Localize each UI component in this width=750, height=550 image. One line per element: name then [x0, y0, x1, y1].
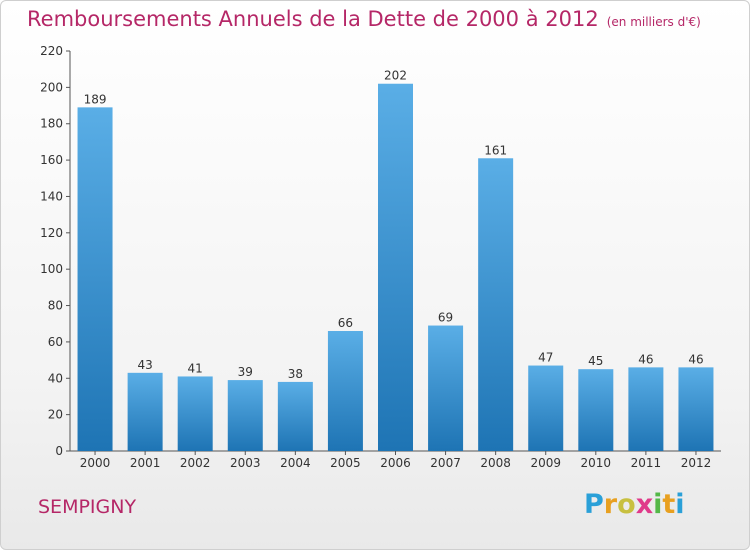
bar-2008 [478, 158, 514, 452]
x-tick-label: 2000 [80, 456, 111, 470]
y-tick-label: 120 [40, 226, 63, 240]
chart-title-main: Remboursements Annuels de la Dette de 20… [27, 7, 599, 31]
proxiti-logo[interactable]: Proxiti [584, 489, 685, 520]
value-label: 189 [84, 92, 107, 106]
bar-2001 [127, 372, 163, 451]
x-tick-label: 2007 [430, 456, 461, 470]
x-tick-label: 2008 [480, 456, 511, 470]
y-tick-label: 0 [55, 444, 63, 458]
x-tick-label: 2002 [180, 456, 211, 470]
chart-axes: 0 20 40 60 80 100 120 140 160 180 200 220 [40, 44, 721, 458]
y-tick-label: 180 [40, 117, 63, 131]
y-tick-label: 20 [48, 408, 63, 422]
y-tick-label: 80 [48, 299, 63, 313]
x-tick-label: 2003 [230, 456, 261, 470]
y-tick-label: 140 [40, 189, 63, 203]
value-label: 69 [438, 311, 453, 325]
value-label: 161 [484, 143, 507, 157]
x-tick-label: 2004 [280, 456, 311, 470]
value-label: 43 [137, 358, 152, 372]
bar-2000 [77, 107, 113, 451]
x-tick-label: 2001 [130, 456, 161, 470]
bar-2006 [378, 83, 413, 452]
city-name: SEMPIGNY [38, 496, 137, 518]
bar-2004 [277, 381, 313, 451]
value-label: 66 [338, 316, 353, 330]
value-label: 47 [538, 351, 553, 365]
x-tick-label: 2011 [631, 456, 662, 470]
x-tick-label: 2010 [581, 456, 612, 470]
bar-2012 [678, 367, 714, 451]
value-label: 38 [288, 367, 303, 381]
x-tick-label: 2009 [530, 456, 561, 470]
value-label: 39 [238, 365, 253, 379]
bar-2007 [428, 325, 464, 451]
bar-2005 [327, 331, 363, 451]
value-label: 46 [638, 352, 653, 366]
bar-2011 [628, 367, 664, 451]
bar-2010 [578, 369, 614, 451]
chart-title-unit: (en milliers d'€) [606, 15, 701, 29]
value-label: 41 [188, 361, 203, 375]
value-label: 46 [688, 352, 703, 366]
y-tick-label: 220 [40, 44, 63, 58]
x-tick-label: 2006 [380, 456, 411, 470]
chart-bars [77, 83, 714, 452]
bar-2003 [227, 380, 263, 451]
chart-labels: 2000 189 2001 43 2002 41 2003 39 2004 38 2005 66 200… [80, 69, 711, 470]
y-tick-label: 100 [40, 262, 63, 276]
x-tick-label: 2012 [681, 456, 712, 470]
bar-2002 [177, 376, 213, 451]
y-tick-label: 40 [48, 371, 63, 385]
bar-2009 [528, 365, 564, 451]
value-label: 45 [588, 354, 603, 368]
y-tick-label: 200 [40, 80, 63, 94]
chart-title: Remboursements Annuels de la Dette de 20… [27, 7, 701, 31]
y-tick-label: 60 [48, 335, 63, 349]
value-label: 202 [384, 69, 407, 83]
x-tick-label: 2005 [330, 456, 361, 470]
y-tick-label: 160 [40, 153, 63, 167]
